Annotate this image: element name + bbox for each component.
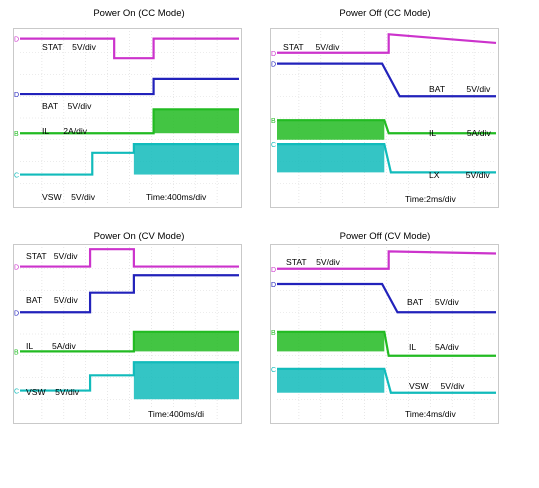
trace-bat (277, 62, 496, 98)
chart-title-3: Power On (CV Mode) (93, 231, 185, 242)
channel-marker-bat: D (14, 92, 19, 99)
channel-marker-stat: D (271, 267, 276, 274)
channel-marker-il: B (14, 349, 19, 356)
chart-title-1: Power On (CC Mode) (93, 8, 185, 19)
time-scale-3: Time:400ms/di (146, 409, 207, 420)
stat-label-1: STAT 5V/div (42, 42, 96, 52)
chart-title-4: Power Off (CV Mode) (339, 231, 431, 242)
trace-band-il (277, 331, 385, 352)
trace-il (20, 108, 239, 135)
vsw-label-1: VSW 5V/div (42, 192, 96, 202)
trace-il (277, 330, 496, 357)
chart-title-2: Power Off (CC Mode) (339, 8, 431, 19)
trace-vsw (20, 142, 239, 176)
trace-il (277, 119, 496, 135)
scope-plot-2: DD B C (271, 31, 497, 205)
channel-marker-vsw: C (14, 389, 19, 396)
trace-stat (20, 37, 239, 60)
channel-marker-vsw: C (14, 173, 19, 180)
trace-band-lx (277, 144, 385, 173)
trace-bat (20, 274, 239, 314)
channel-marker-vsw: C (271, 367, 276, 374)
trace-stat (277, 250, 497, 270)
lx-label-2: LX 5V/div (429, 170, 490, 180)
scope-screen-3: D D B C STAT 5V/div BAT 5V/div IL 5A/div VS… (13, 244, 242, 424)
channel-marker-bat: D (271, 62, 276, 69)
scope-screen-1: D D B C STAT 5V/div BAT 5V/div IL 2A/div VS… (13, 28, 242, 208)
stat-label-3: STAT 5V/div (26, 251, 78, 261)
channel-marker-stat: D (14, 37, 19, 44)
channel-marker-stat: D (14, 265, 19, 272)
time-scale-4: Time:4ms/div (403, 409, 458, 420)
trace-vsw (277, 367, 496, 394)
stat-label-4: STAT 5V/div (286, 257, 340, 267)
trace-il (20, 330, 239, 353)
channel-marker-stat: D (271, 51, 276, 58)
time-scale-1: Time:400ms/div (144, 192, 209, 203)
vsw-label-3: VSW 5V/div (26, 387, 80, 397)
scope-plot-1: D D B C (14, 31, 239, 205)
bat-label-4: BAT 5V/div (407, 297, 459, 307)
il-label-3: IL 5A/div (26, 341, 76, 351)
scope-plot-3: D D B C (14, 247, 239, 421)
trace-stat (277, 33, 497, 54)
trace-vsw (20, 361, 239, 392)
channel-marker-il: B (271, 330, 276, 337)
bat-label-3: BAT 5V/div (26, 295, 78, 305)
il-label-4: IL 5A/div (409, 342, 459, 352)
trace-band-vsw (133, 144, 239, 175)
scope-screen-4: D D B C STAT 5V/div BAT 5V/div IL 5A/div VS… (270, 244, 499, 424)
trace-band-il (277, 120, 385, 140)
channel-marker-bat: D (271, 282, 276, 289)
channel-marker-lx: C (271, 142, 276, 149)
vsw-label-4: VSW 5V/div (409, 381, 465, 391)
trace-band-il (153, 109, 239, 134)
trace-band-vsw (133, 362, 239, 400)
trace-bat (20, 77, 239, 96)
il-label-2: IL 5A/div (429, 128, 491, 138)
time-scale-2: Time:2ms/div (403, 194, 458, 205)
stat-label-2: STAT 5V/div (283, 42, 340, 52)
channel-marker-bat: D (14, 310, 19, 317)
trace-bat (277, 282, 496, 314)
channel-marker-il: B (14, 131, 19, 138)
trace-stat (20, 248, 239, 268)
bat-label-1: BAT 5V/div (42, 101, 92, 111)
scope-plot-4: D D B C (271, 247, 497, 421)
trace-lx (277, 142, 496, 174)
trace-band-il (133, 331, 239, 352)
il-label-1: IL 2A/div (42, 126, 88, 136)
channel-marker-il: B (271, 118, 276, 125)
trace-band-vsw (277, 368, 385, 393)
bat-label-2: BAT 5V/div (429, 84, 491, 94)
